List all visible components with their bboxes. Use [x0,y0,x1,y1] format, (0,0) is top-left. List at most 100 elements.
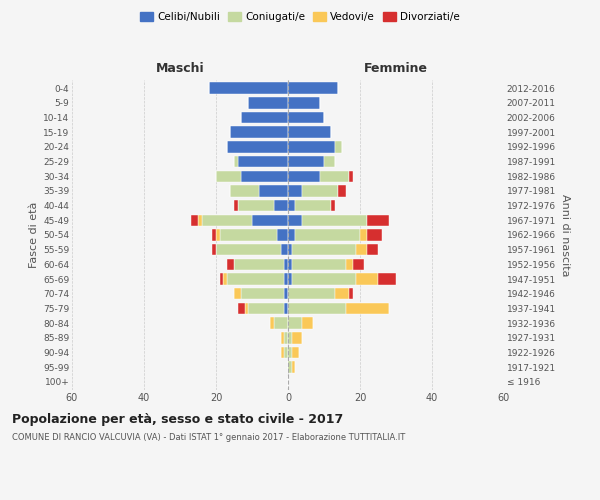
Bar [227,141,288,152]
Bar [292,274,356,285]
Bar [223,274,227,285]
Bar [335,141,342,152]
Bar [234,200,238,211]
Bar [212,230,216,240]
Bar [191,214,198,226]
Bar [349,170,353,182]
Bar [288,302,346,314]
Bar [248,302,284,314]
Bar [216,244,281,256]
Bar [288,347,292,358]
Bar [288,362,292,373]
Bar [324,156,335,168]
Bar [288,332,292,344]
Bar [356,244,367,256]
Bar [281,244,288,256]
Text: Maschi: Maschi [155,62,205,75]
Bar [284,347,288,358]
Bar [288,258,292,270]
Bar [277,230,288,240]
Bar [241,170,288,182]
Bar [284,274,288,285]
Bar [292,258,346,270]
Bar [234,288,241,300]
Bar [220,230,277,240]
Bar [230,185,259,196]
Bar [288,156,324,168]
Bar [248,97,288,108]
Bar [292,362,295,373]
Bar [238,200,274,211]
Text: Femmine: Femmine [364,62,428,75]
Bar [349,288,353,300]
Bar [227,258,234,270]
Bar [216,230,220,240]
Bar [346,302,389,314]
Bar [259,185,288,196]
Bar [252,214,288,226]
Bar [212,244,216,256]
Y-axis label: Fasce di età: Fasce di età [29,202,39,268]
Text: Popolazione per età, sesso e stato civile - 2017: Popolazione per età, sesso e stato civil… [12,412,343,426]
Bar [288,141,335,152]
Bar [378,274,396,285]
Bar [288,170,320,182]
Bar [288,97,320,108]
Bar [360,230,367,240]
Legend: Celibi/Nubili, Coniugati/e, Vedovi/e, Divorziati/e: Celibi/Nubili, Coniugati/e, Vedovi/e, Di… [136,8,464,26]
Bar [346,258,353,270]
Bar [220,274,223,285]
Bar [238,302,245,314]
Bar [284,288,288,300]
Bar [288,112,324,123]
Bar [216,170,241,182]
Bar [331,200,335,211]
Bar [274,200,288,211]
Bar [230,126,288,138]
Bar [284,258,288,270]
Bar [288,185,302,196]
Bar [288,214,302,226]
Text: COMUNE DI RANCIO VALCUVIA (VA) - Dati ISTAT 1° gennaio 2017 - Elaborazione TUTTI: COMUNE DI RANCIO VALCUVIA (VA) - Dati IS… [12,432,405,442]
Bar [281,347,284,358]
Bar [288,288,335,300]
Bar [302,318,313,329]
Bar [288,82,338,94]
Bar [356,274,378,285]
Bar [288,200,295,211]
Bar [202,214,252,226]
Bar [295,200,331,211]
Bar [234,258,284,270]
Bar [320,170,349,182]
Bar [284,332,288,344]
Bar [284,302,288,314]
Bar [292,332,302,344]
Bar [288,318,302,329]
Bar [353,258,364,270]
Bar [288,126,331,138]
Bar [238,156,288,168]
Bar [245,302,248,314]
Bar [292,347,299,358]
Bar [241,112,288,123]
Bar [302,185,338,196]
Bar [234,156,238,168]
Bar [288,230,295,240]
Bar [288,274,292,285]
Bar [198,214,202,226]
Bar [227,274,284,285]
Bar [281,332,284,344]
Bar [292,244,356,256]
Bar [209,82,288,94]
Bar [274,318,288,329]
Bar [270,318,274,329]
Bar [367,230,382,240]
Bar [335,288,349,300]
Bar [302,214,367,226]
Bar [338,185,346,196]
Bar [367,214,389,226]
Bar [288,244,292,256]
Y-axis label: Anni di nascita: Anni di nascita [560,194,570,276]
Bar [295,230,360,240]
Bar [367,244,378,256]
